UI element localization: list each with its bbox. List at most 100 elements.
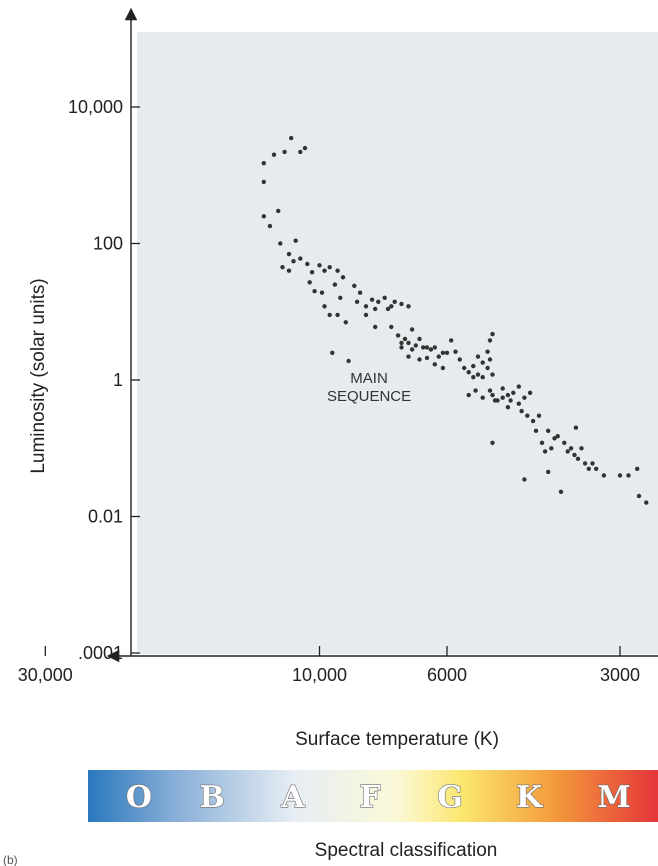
main-sequence-label-line-2: SEQUENCE: [327, 388, 411, 405]
data-point: [485, 349, 490, 354]
data-point: [594, 466, 599, 471]
data-point: [392, 299, 397, 304]
data-point: [522, 477, 527, 482]
data-point: [417, 357, 422, 362]
data-point: [490, 331, 495, 337]
spectral-class-b: B: [199, 780, 224, 815]
data-point: [298, 256, 303, 261]
data-point: [575, 456, 581, 461]
data-point: [522, 395, 527, 400]
data-point: [586, 466, 591, 471]
data-point: [516, 401, 521, 406]
data-point: [462, 365, 467, 371]
x-tick-label: 3000: [600, 665, 640, 685]
data-point: [395, 333, 401, 338]
data-point: [573, 425, 579, 430]
spectral-classification-label: Spectral classification: [315, 840, 498, 861]
data-point: [527, 390, 533, 395]
data-point: [505, 405, 511, 410]
spectral-class-f: F: [359, 780, 380, 815]
main-sequence-label-line-1: MAIN: [350, 370, 388, 387]
data-point: [466, 370, 471, 375]
data-point: [626, 473, 631, 478]
data-point: [568, 446, 574, 451]
y-ticks: 10,000 100 1 0.01 .0001: [68, 97, 140, 663]
data-point: [406, 304, 411, 309]
data-point: [644, 500, 649, 505]
data-point: [357, 290, 363, 295]
data-point: [471, 363, 476, 369]
data-point: [436, 354, 441, 359]
data-point: [424, 345, 430, 350]
data-point: [440, 350, 446, 355]
data-point: [432, 345, 437, 350]
data-point: [432, 362, 437, 367]
data-point: [428, 347, 434, 352]
data-point: [271, 152, 277, 157]
data-point: [289, 135, 294, 141]
data-point: [373, 306, 378, 312]
data-point: [409, 327, 415, 332]
data-point: [312, 289, 317, 294]
data-point: [421, 345, 426, 350]
data-point: [492, 398, 498, 403]
data-point: [413, 343, 418, 348]
data-point: [389, 304, 394, 309]
data-point: [440, 365, 446, 371]
main-sequence-label: MAIN SEQUENCE: [327, 370, 411, 405]
data-point: [565, 449, 570, 454]
x-axis-title: Surface temperature (K): [295, 729, 499, 750]
x-tick-label: 6000: [427, 665, 467, 685]
data-point: [636, 493, 642, 499]
y-tick-label: 1: [113, 370, 123, 390]
data-point: [549, 446, 554, 451]
y-axis-title: Luminosity (solar units): [28, 278, 49, 473]
x-tick-label: 30,000: [18, 665, 73, 685]
x-tick-label: 10,000: [292, 665, 347, 685]
data-point: [546, 469, 551, 475]
data-point: [485, 365, 490, 371]
data-point: [424, 355, 430, 361]
data-point: [286, 251, 292, 257]
data-point: [480, 360, 485, 365]
data-point: [343, 320, 348, 325]
star-points: [261, 135, 649, 505]
data-point: [555, 434, 560, 439]
data-point: [261, 214, 266, 219]
data-point: [406, 354, 411, 359]
data-point: [500, 395, 505, 400]
data-point: [322, 268, 327, 273]
spectral-class-a: A: [280, 780, 305, 815]
data-point: [363, 304, 369, 309]
data-point: [525, 413, 530, 418]
spectral-class-k: K: [516, 780, 543, 815]
data-point: [582, 461, 588, 466]
data-point: [449, 338, 454, 343]
data-point: [261, 161, 266, 166]
data-point: [354, 299, 360, 304]
data-point: [282, 149, 287, 155]
data-point: [298, 149, 303, 155]
data-point: [475, 372, 481, 377]
data-point: [457, 357, 462, 362]
data-point: [444, 350, 450, 355]
data-point: [480, 375, 485, 380]
data-point: [369, 297, 375, 302]
y-tick-label: .0001: [78, 643, 123, 663]
data-point: [471, 375, 476, 380]
data-point: [327, 312, 332, 318]
y-tick-label: 10,000: [68, 97, 123, 117]
data-point: [552, 436, 557, 441]
data-point: [317, 263, 322, 268]
plot-background: [137, 32, 658, 654]
data-point: [363, 312, 369, 318]
data-point: [278, 241, 283, 246]
data-point: [487, 357, 493, 362]
data-point: [490, 372, 495, 377]
panel-corner-mark: (b): [3, 853, 18, 866]
data-point: [635, 466, 640, 471]
data-point: [572, 452, 577, 458]
data-point: [346, 358, 351, 364]
spectral-class-m: M: [597, 780, 630, 815]
data-point: [487, 338, 493, 343]
